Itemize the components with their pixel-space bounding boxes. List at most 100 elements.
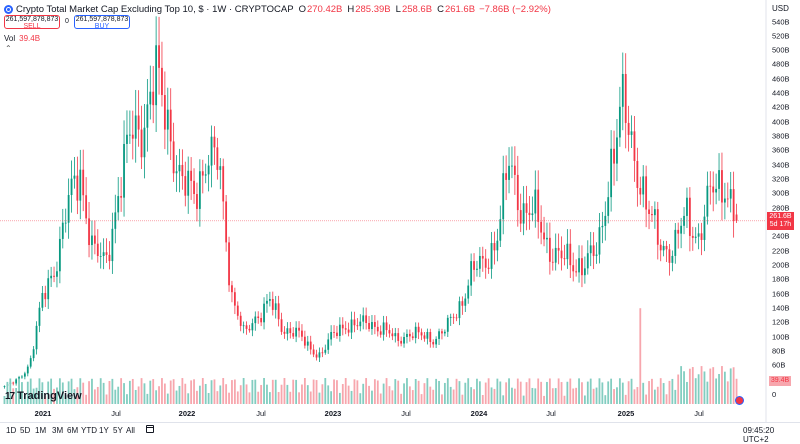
volume-bar	[633, 389, 636, 404]
volume-bar	[467, 378, 470, 404]
symbol-title[interactable]: Crypto Total Market Cap Excluding Top 10…	[16, 3, 294, 15]
range-button-1y[interactable]: 1Y	[99, 426, 109, 435]
candle-body	[496, 240, 499, 251]
price-tick-label: 240B	[772, 231, 790, 241]
candle-body	[473, 261, 475, 270]
volume-bar	[686, 381, 688, 404]
volume-bar	[301, 384, 303, 404]
bottom-toolbar: 1D 5D 1M 3M 6M YTD 1Y 5Y All 09:45:20 UTC+2	[0, 422, 800, 444]
candle-body	[341, 324, 344, 329]
range-button-1d[interactable]: 1D	[6, 426, 17, 435]
open-value: 270.42B	[306, 3, 343, 15]
candle-body	[295, 327, 298, 337]
volume-bar	[108, 381, 111, 404]
volume-bar	[674, 389, 677, 404]
candle-body	[712, 186, 715, 193]
candle-body	[511, 165, 513, 167]
volume-bar	[207, 392, 210, 404]
candle-body	[140, 129, 143, 158]
price-tick-label: 480B	[772, 59, 790, 69]
calendar-icon[interactable]	[146, 425, 154, 433]
range-button-ytd[interactable]: YTD	[81, 426, 97, 435]
volume-label: Vol	[4, 34, 16, 43]
time-tick-label: 2023	[324, 409, 342, 418]
range-button-5d[interactable]: 5D	[20, 426, 31, 435]
volume-bar	[694, 378, 697, 404]
volume-bar	[263, 378, 265, 404]
candle-body	[111, 228, 114, 262]
volume-bar	[563, 395, 566, 404]
candle-body	[371, 322, 373, 330]
clock[interactable]: 09:45:20 UTC+2	[743, 426, 775, 444]
candle-body	[403, 337, 405, 344]
chevron-up-icon[interactable]: ⌃	[5, 44, 12, 53]
time-tick-label: Jul	[256, 409, 266, 418]
candle-body	[697, 233, 700, 237]
candle-body	[213, 136, 216, 148]
volume-bar	[47, 381, 50, 404]
volume-bar	[327, 385, 330, 404]
candle-body	[231, 285, 233, 293]
candle-body	[353, 319, 356, 326]
candle-body	[228, 242, 230, 286]
candle-body	[703, 216, 706, 240]
change-value: −7.86B (−2.92%)	[479, 3, 551, 15]
candle-body	[470, 261, 473, 286]
candle-body	[222, 166, 225, 202]
candle-body	[595, 254, 598, 256]
volume-bar	[627, 381, 630, 404]
currency-label[interactable]: USD	[772, 4, 789, 13]
candle-body	[184, 176, 187, 196]
volume-bar	[385, 378, 388, 404]
volume-bar	[79, 378, 82, 404]
volume-bar	[149, 380, 152, 404]
sell-button[interactable]: 261,597,878,873 SELL	[4, 15, 60, 30]
volume-bar	[735, 378, 738, 404]
volume-bar	[592, 388, 595, 404]
candle-body	[406, 333, 408, 338]
tradingview-logo[interactable]: 17 TradingView	[5, 390, 82, 402]
range-button-6m[interactable]: 6M	[67, 426, 79, 435]
volume-bar	[347, 385, 350, 404]
candle-body	[455, 317, 458, 319]
price-tick-label: 440B	[772, 88, 790, 98]
candle-body	[266, 300, 268, 304]
volume-bar	[210, 380, 213, 404]
volume-bar	[204, 383, 207, 404]
volume-bar	[50, 378, 53, 404]
range-button-3m[interactable]: 3M	[52, 426, 64, 435]
candle-body	[408, 333, 411, 337]
volume-bar	[126, 394, 128, 404]
volume-bar	[665, 394, 668, 404]
candle-body	[303, 336, 306, 346]
candle-body	[356, 325, 359, 327]
range-button-all[interactable]: All	[126, 426, 135, 435]
volume-bar	[298, 392, 300, 404]
volume-bar	[391, 390, 394, 404]
range-button-1m[interactable]: 1M	[35, 426, 47, 435]
candle-body	[73, 175, 76, 179]
volume-bar	[575, 387, 578, 404]
volume-legend[interactable]: Vol 39.4B	[4, 34, 40, 43]
volume-bar	[161, 378, 163, 404]
volume-bar	[653, 389, 656, 404]
candle-body	[420, 332, 423, 336]
volume-bar	[306, 385, 309, 404]
candle-body	[242, 325, 245, 327]
us-flag-icon[interactable]	[735, 396, 744, 405]
candle-body	[376, 326, 379, 332]
candle-body	[423, 335, 426, 339]
candle-body	[487, 267, 490, 269]
candle-body	[563, 258, 566, 260]
candle-body	[721, 170, 723, 203]
price-chart[interactable]	[0, 0, 800, 435]
candle-body	[248, 328, 251, 331]
buy-button[interactable]: 261,597,878,873 BUY	[74, 15, 130, 30]
volume-bar	[236, 391, 239, 404]
candle-body	[382, 322, 385, 335]
range-button-5y[interactable]: 5Y	[113, 426, 123, 435]
candle-body	[723, 198, 726, 203]
candle-body	[12, 382, 15, 384]
volume-bar	[659, 378, 662, 404]
candle-body	[82, 169, 85, 196]
